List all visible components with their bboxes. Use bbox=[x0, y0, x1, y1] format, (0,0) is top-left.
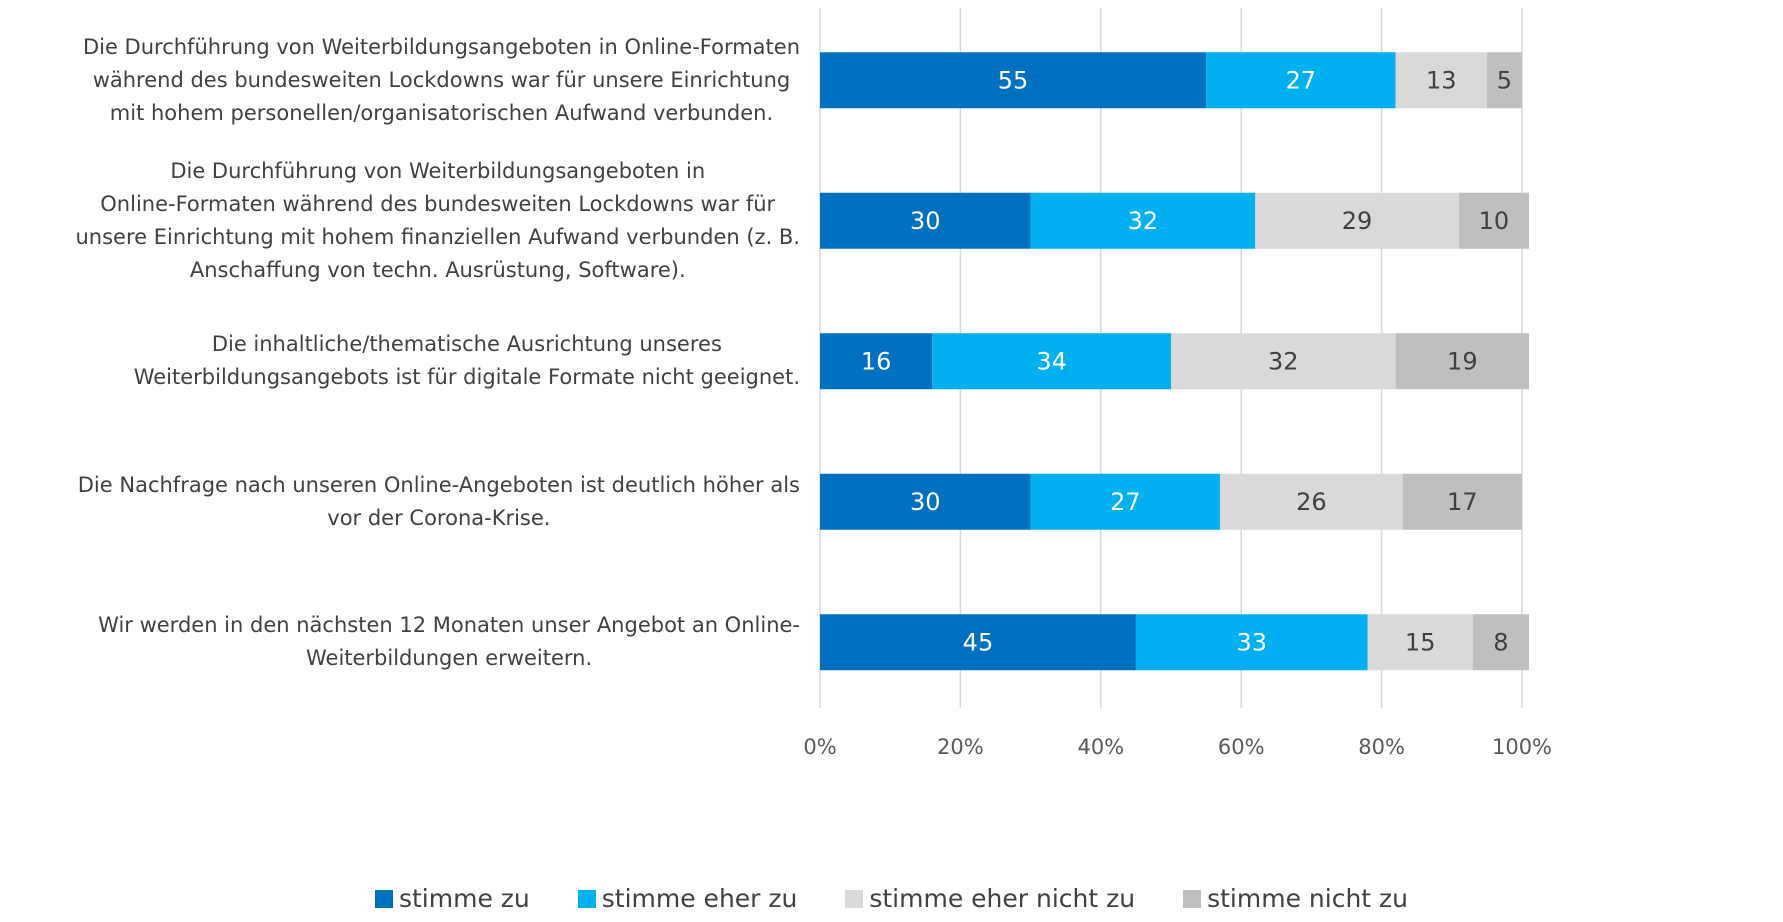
bar-segment bbox=[1220, 473, 1403, 530]
data-label: 5 bbox=[1497, 66, 1512, 94]
data-label: 55 bbox=[998, 66, 1029, 94]
x-tick-label: 100% bbox=[1492, 735, 1552, 759]
bar-segment bbox=[820, 52, 1207, 109]
data-label: 19 bbox=[1447, 347, 1478, 375]
legend-swatch bbox=[845, 889, 864, 908]
data-label: 27 bbox=[1110, 488, 1141, 516]
category-label: Wir werden in den nächsten 12 Monaten un… bbox=[0, 572, 800, 712]
category-label: Die Durchführung von Weiterbildungsangeb… bbox=[0, 10, 800, 150]
legend-item: stimme zu bbox=[374, 884, 530, 913]
legend-item: stimme eher nicht zu bbox=[845, 884, 1135, 913]
x-tick-label: 60% bbox=[1218, 735, 1265, 759]
bar-segment bbox=[1171, 333, 1396, 390]
legend: stimme zu stimme eher zu stimme eher nicht… bbox=[0, 884, 1783, 913]
data-label: 34 bbox=[1036, 347, 1067, 375]
bar-segment bbox=[1206, 52, 1396, 109]
data-label: 45 bbox=[963, 628, 994, 656]
bar-segment bbox=[1486, 52, 1522, 109]
category-label: Die Durchführung von Weiterbildungsangeb… bbox=[0, 151, 801, 291]
data-label: 27 bbox=[1286, 66, 1317, 94]
legend-item: stimme eher zu bbox=[577, 884, 798, 913]
bar-segment bbox=[932, 333, 1171, 390]
data-label: 33 bbox=[1236, 628, 1267, 656]
bar-segment bbox=[1402, 473, 1522, 530]
category-label: Die Nachfrage nach unseren Online-Angebo… bbox=[0, 432, 800, 572]
bar-segment bbox=[1030, 192, 1256, 249]
bar-segment bbox=[1458, 192, 1530, 249]
legend-swatch bbox=[577, 889, 596, 908]
category-text: Die inhaltliche/thematische Ausrichtung … bbox=[133, 332, 800, 390]
category-text: Die Durchführung von Weiterbildungsangeb… bbox=[75, 158, 801, 282]
data-label: 30 bbox=[910, 207, 941, 235]
legend-swatch bbox=[1183, 889, 1202, 908]
bar-segment bbox=[1472, 614, 1530, 671]
bar-segment bbox=[820, 192, 1031, 249]
data-label: 30 bbox=[910, 488, 941, 516]
bar-segment bbox=[1255, 192, 1459, 249]
data-label: 13 bbox=[1426, 66, 1457, 94]
x-tick-label: 80% bbox=[1358, 735, 1405, 759]
legend-label: stimme eher nicht zu bbox=[869, 884, 1136, 913]
bar-segment bbox=[1395, 52, 1487, 109]
bar-segment bbox=[1395, 333, 1530, 390]
data-label: 10 bbox=[1479, 207, 1510, 235]
data-label: 16 bbox=[861, 347, 892, 375]
data-label: 32 bbox=[1268, 347, 1299, 375]
category-text: Die Durchführung von Weiterbildungsangeb… bbox=[82, 34, 800, 125]
category-text: Die Nachfrage nach unseren Online-Angebo… bbox=[77, 472, 800, 530]
bar-segment bbox=[820, 333, 933, 390]
legend-label: stimme eher zu bbox=[601, 884, 798, 913]
legend-label: stimme nicht zu bbox=[1207, 884, 1409, 913]
x-tick-label: 40% bbox=[1077, 735, 1124, 759]
data-label: 26 bbox=[1296, 488, 1327, 516]
data-label: 17 bbox=[1447, 488, 1478, 516]
x-tick-label: 0% bbox=[803, 735, 836, 759]
category-text: Wir werden in den nächsten 12 Monaten un… bbox=[98, 613, 800, 671]
x-tick-label: 20% bbox=[937, 735, 984, 759]
data-label: 32 bbox=[1128, 207, 1159, 235]
legend-item: stimme nicht zu bbox=[1183, 884, 1408, 913]
category-label: Die inhaltliche/thematische Ausrichtung … bbox=[0, 291, 800, 431]
bar-segment bbox=[1367, 614, 1473, 671]
bar-segment bbox=[820, 473, 1031, 530]
bar-segment bbox=[1030, 473, 1221, 530]
legend-label: stimme zu bbox=[398, 884, 530, 913]
bar-segment bbox=[820, 614, 1136, 671]
data-label: 8 bbox=[1493, 628, 1508, 656]
data-label: 15 bbox=[1405, 628, 1436, 656]
bar-segment bbox=[1135, 614, 1368, 671]
legend-swatch bbox=[374, 889, 393, 908]
data-label: 29 bbox=[1342, 207, 1373, 235]
